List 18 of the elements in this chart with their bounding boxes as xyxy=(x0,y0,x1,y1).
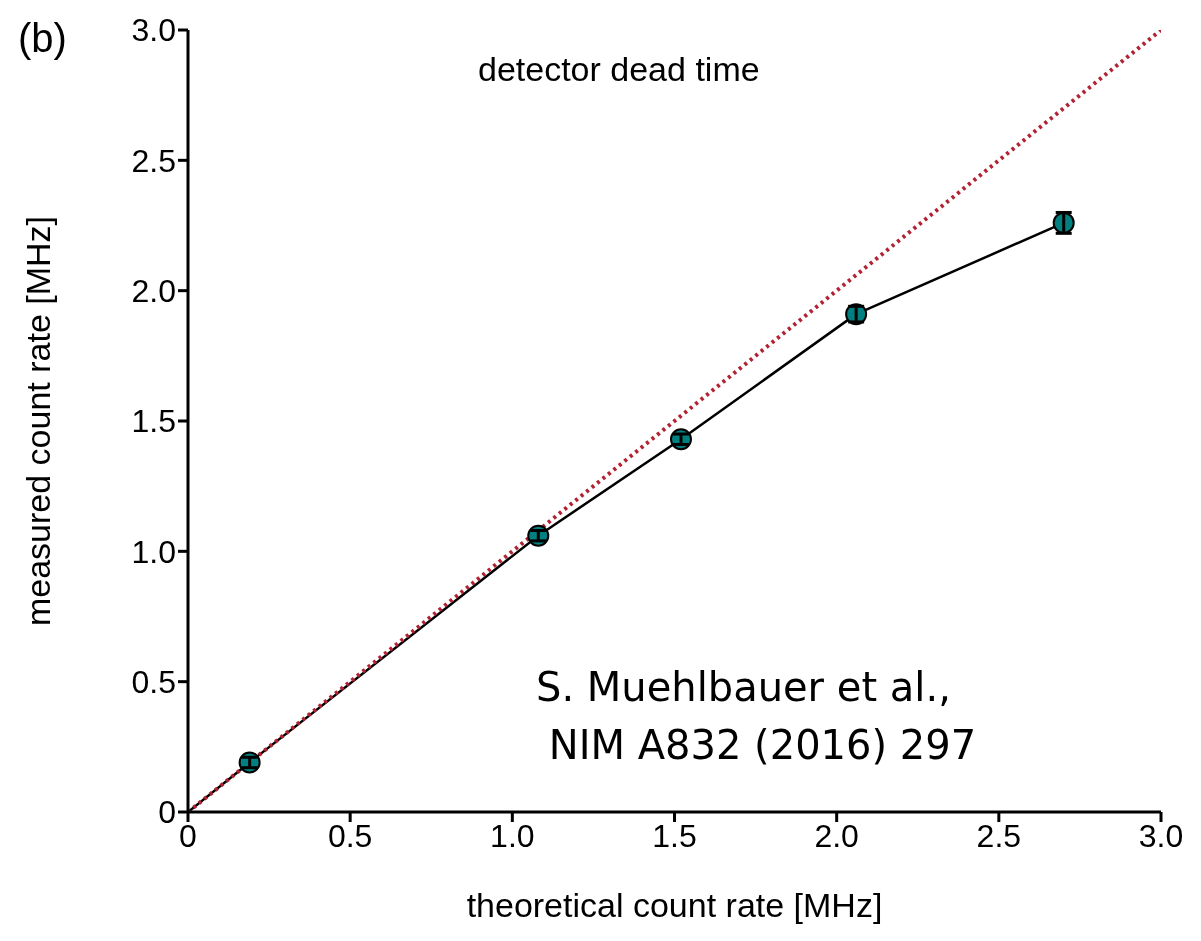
y-tick-label: 3.0 xyxy=(131,12,176,49)
x-tick-label: 2.5 xyxy=(976,817,1022,854)
x-tick-label: 2.0 xyxy=(814,817,859,854)
y-tick-label: 1.5 xyxy=(131,403,176,440)
text: (b) xyxy=(18,16,67,61)
y-tick-label: 2.5 xyxy=(131,142,176,179)
x-tick-label: 1.0 xyxy=(490,817,535,854)
annotation: detector dead time xyxy=(478,50,760,89)
x-tick-label: 1.5 xyxy=(652,817,697,854)
annotation: S. Muehlbauer et al., NIM A832 (2016) 297 xyxy=(536,663,977,770)
y-tick-label: 2.0 xyxy=(131,273,176,310)
x-tick-label: 0.5 xyxy=(327,817,373,854)
y-tick-label: 0 xyxy=(158,794,176,831)
y-axis-title: measured count rate [MHz] xyxy=(19,215,58,627)
y-tick-label: 0.5 xyxy=(131,664,176,701)
x-axis-title: theoretical count rate [MHz] xyxy=(466,886,883,924)
x-tick-label: 3.0 xyxy=(1138,817,1184,854)
y-tick-label: 1.0 xyxy=(131,533,176,570)
